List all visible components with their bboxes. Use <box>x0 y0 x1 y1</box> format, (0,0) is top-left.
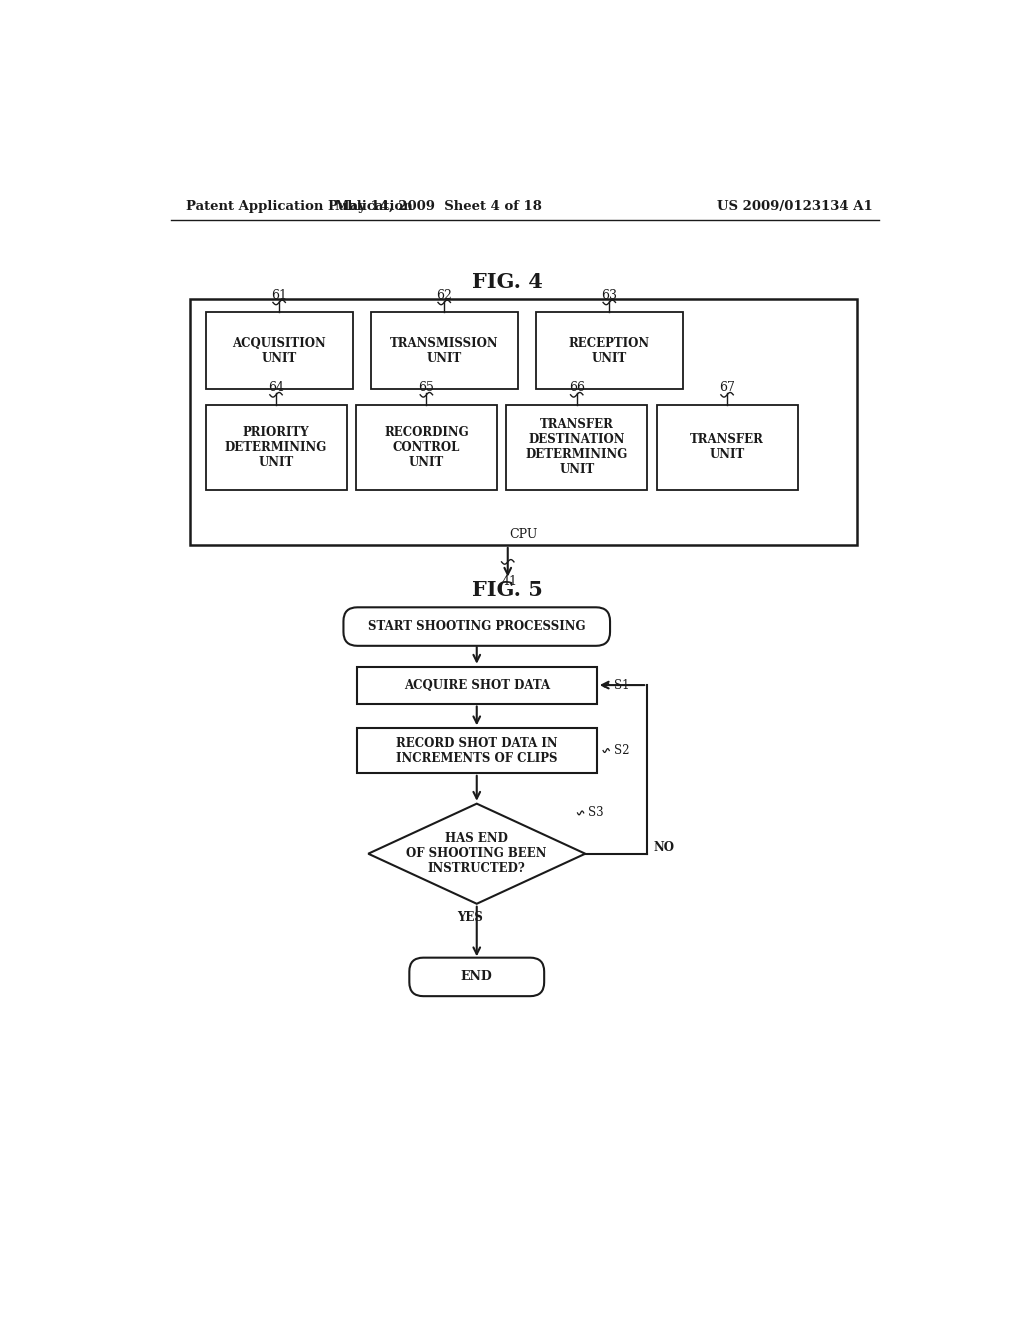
Text: ACQUISITION
UNIT: ACQUISITION UNIT <box>232 337 326 364</box>
Text: RECEPTION
UNIT: RECEPTION UNIT <box>568 337 650 364</box>
Bar <box>356 729 597 774</box>
Bar <box>356 667 597 704</box>
Text: PRIORITY
DETERMINING
UNIT: PRIORITY DETERMINING UNIT <box>225 425 327 469</box>
Bar <box>206 313 352 389</box>
Text: TRANSFER
DESTINATION
DETERMINING
UNIT: TRANSFER DESTINATION DETERMINING UNIT <box>525 418 628 477</box>
Bar <box>206 405 346 490</box>
Text: ACQUIRE SHOT DATA: ACQUIRE SHOT DATA <box>403 678 550 692</box>
Text: FIG. 4: FIG. 4 <box>472 272 543 292</box>
Text: Patent Application Publication: Patent Application Publication <box>186 199 413 213</box>
Text: START SHOOTING PROCESSING: START SHOOTING PROCESSING <box>368 620 586 634</box>
Text: NO: NO <box>653 841 675 854</box>
FancyBboxPatch shape <box>343 607 610 645</box>
Text: S3: S3 <box>589 807 604 820</box>
Text: HAS END
OF SHOOTING BEEN
INSTRUCTED?: HAS END OF SHOOTING BEEN INSTRUCTED? <box>407 832 547 875</box>
Text: TRANSFER
UNIT: TRANSFER UNIT <box>690 433 764 461</box>
Bar <box>190 298 856 545</box>
Bar <box>656 405 798 490</box>
Text: US 2009/0123134 A1: US 2009/0123134 A1 <box>717 199 872 213</box>
Text: 41: 41 <box>502 574 517 587</box>
Text: 62: 62 <box>436 289 453 302</box>
Polygon shape <box>369 804 586 904</box>
Text: S1: S1 <box>614 678 630 692</box>
FancyBboxPatch shape <box>410 958 544 997</box>
Text: S2: S2 <box>614 744 630 758</box>
Text: RECORDING
CONTROL
UNIT: RECORDING CONTROL UNIT <box>384 425 469 469</box>
Bar <box>356 405 497 490</box>
Text: 66: 66 <box>568 381 585 395</box>
Text: CPU: CPU <box>509 528 538 541</box>
Text: 67: 67 <box>719 381 735 395</box>
Text: May 14, 2009  Sheet 4 of 18: May 14, 2009 Sheet 4 of 18 <box>335 199 542 213</box>
Text: 65: 65 <box>419 381 434 395</box>
Text: 63: 63 <box>601 289 617 302</box>
Text: 64: 64 <box>268 381 284 395</box>
Text: RECORD SHOT DATA IN
INCREMENTS OF CLIPS: RECORD SHOT DATA IN INCREMENTS OF CLIPS <box>396 737 557 764</box>
Text: 61: 61 <box>271 289 287 302</box>
Text: END: END <box>461 970 493 983</box>
Text: YES: YES <box>458 911 483 924</box>
Text: TRANSMISSION
UNIT: TRANSMISSION UNIT <box>390 337 499 364</box>
Bar <box>536 313 683 389</box>
Bar <box>506 405 647 490</box>
Text: FIG. 5: FIG. 5 <box>472 579 543 599</box>
Bar <box>371 313 518 389</box>
